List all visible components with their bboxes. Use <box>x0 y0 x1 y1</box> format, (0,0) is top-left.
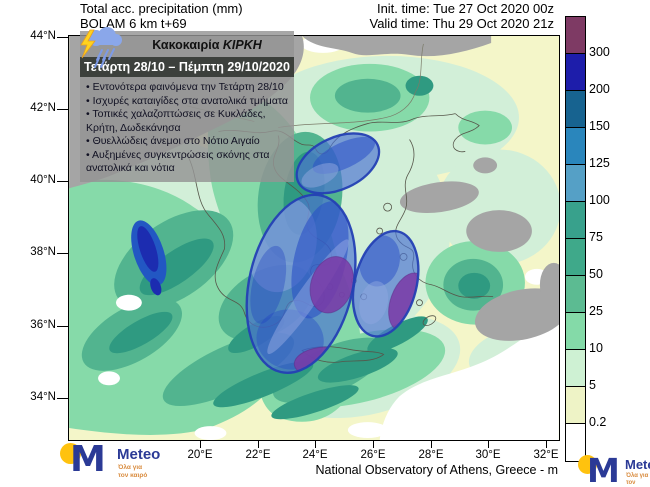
storm-bullet: Αυξημένες συγκεντρώσεις σκόνης στα ανατο… <box>86 149 288 176</box>
storm-bullet: Ισχυρές καταιγίδες στα ανατολικά τμήματα <box>86 95 288 109</box>
logo-sun-icon <box>578 455 597 474</box>
legend-label: 150 <box>589 119 610 133</box>
legend-segment <box>566 424 585 461</box>
legend-label: 100 <box>589 193 610 207</box>
storm-name: ΚΙΡΚΗ <box>222 38 262 52</box>
x-axis-tick <box>431 441 432 448</box>
legend-segment <box>566 91 585 128</box>
logo-m-icon: M <box>587 451 620 487</box>
legend-label: 75 <box>589 230 603 244</box>
y-axis-label: 34°N <box>30 391 56 403</box>
footer-credit: National Observatory of Athens, Greece -… <box>315 463 558 477</box>
storm-info-panel: Κακοκαιρία ΚΙΡΚΗ Τετάρτη 28/10 – Πέμπτη … <box>80 31 294 182</box>
y-axis-label: 42°N <box>30 102 56 114</box>
legend-segment <box>566 239 585 276</box>
legend-segment <box>566 128 585 165</box>
map-title: Total acc. precipitation (mm) <box>80 1 243 16</box>
legend-segment <box>566 387 585 424</box>
x-axis-tick <box>315 441 316 448</box>
x-axis-label: 20°E <box>187 449 213 461</box>
x-axis-label: 30°E <box>475 449 501 461</box>
thunderstorm-icon <box>80 27 122 68</box>
date-range-bar: Τετάρτη 28/10 – Πέμπτη 29/10/2020 <box>80 57 294 77</box>
x-axis-tick <box>258 441 259 448</box>
y-axis-tick <box>57 37 68 38</box>
legend-label: 300 <box>589 45 610 59</box>
logo-name: Meteo <box>625 457 650 472</box>
rain-icon <box>94 48 115 68</box>
storm-bullet: Θυελλώδεις άνεμοι στο Νότιο Αιγαίο <box>86 135 288 149</box>
legend-segment <box>566 350 585 387</box>
y-axis-tick <box>57 253 68 254</box>
y-axis-label: 44°N <box>30 30 56 42</box>
valid-time: Valid time: Thu 29 Oct 2020 21z <box>369 16 554 31</box>
legend-segment <box>566 54 585 91</box>
legend-label: 25 <box>589 304 603 318</box>
meteo-logo-left: M Meteo Όλα για τον καιρό <box>58 439 168 487</box>
legend-label: 5 <box>589 378 596 392</box>
legend-segment <box>566 17 585 54</box>
y-axis-tick <box>57 109 68 110</box>
precipitation-legend-labels: 300 200 150 125 100 75 50 25 10 5 0.2 <box>589 16 629 466</box>
x-axis-tick <box>200 441 201 448</box>
x-axis-tick <box>373 441 374 448</box>
y-axis-label: 38°N <box>30 246 56 258</box>
x-axis-label: 26°E <box>360 449 386 461</box>
logo-sun-icon <box>60 443 81 464</box>
y-axis-tick <box>57 326 68 327</box>
y-axis-tick <box>57 181 68 182</box>
header-right: Init. time: Tue 27 Oct 2020 00z Valid ti… <box>358 1 554 31</box>
legend-segment <box>566 276 585 313</box>
x-axis-label: 28°E <box>418 449 444 461</box>
storm-bullet-list: Εντονότερα φαινόμενα την Τετάρτη 28/10Ισ… <box>84 81 290 176</box>
y-axis-tick <box>57 398 68 399</box>
lightning-icon <box>80 29 96 59</box>
legend-segment <box>566 202 585 239</box>
logo-tagline: Όλα για τον καιρό <box>626 473 649 486</box>
legend-label: 0.2 <box>589 415 607 429</box>
x-axis-tick <box>488 441 489 448</box>
x-axis-label: 24°E <box>302 449 328 461</box>
logo-name: Meteo <box>117 446 161 463</box>
storm-bullet: Εντονότερα φαινόμενα την Τετάρτη 28/10 <box>86 81 288 95</box>
x-axis-label: 22°E <box>245 449 271 461</box>
precipitation-legend <box>565 16 586 462</box>
x-axis-label: 32°E <box>533 449 559 461</box>
init-time: Init. time: Tue 27 Oct 2020 00z <box>376 1 554 16</box>
legend-segment <box>566 165 585 202</box>
y-axis-label: 36°N <box>30 319 56 331</box>
logo-m-icon: M <box>70 439 106 480</box>
y-axis-label: 40°N <box>30 174 56 186</box>
storm-bullet: Τοπικές χαλαζοπτώσεις σε Κυκλάδες, Κρήτη… <box>86 108 288 135</box>
legend-label: 50 <box>589 267 603 281</box>
logo-tagline: Όλα για τον καιρό <box>118 464 148 479</box>
storm-title: Κακοκαιρία ΚΙΡΚΗ <box>80 31 294 57</box>
legend-segment <box>566 313 585 350</box>
legend-label: 125 <box>589 156 610 170</box>
highlight-ellipse-borders <box>245 132 420 374</box>
meteo-logo-right: M Meteo Όλα για τον καιρό <box>576 450 650 487</box>
legend-label: 10 <box>589 341 603 355</box>
legend-label: 200 <box>589 82 610 96</box>
storm-label: Κακοκαιρία <box>152 38 220 52</box>
x-axis-tick <box>546 441 547 448</box>
header-left: Total acc. precipitation (mm) BOLAM 6 km… <box>80 1 243 31</box>
